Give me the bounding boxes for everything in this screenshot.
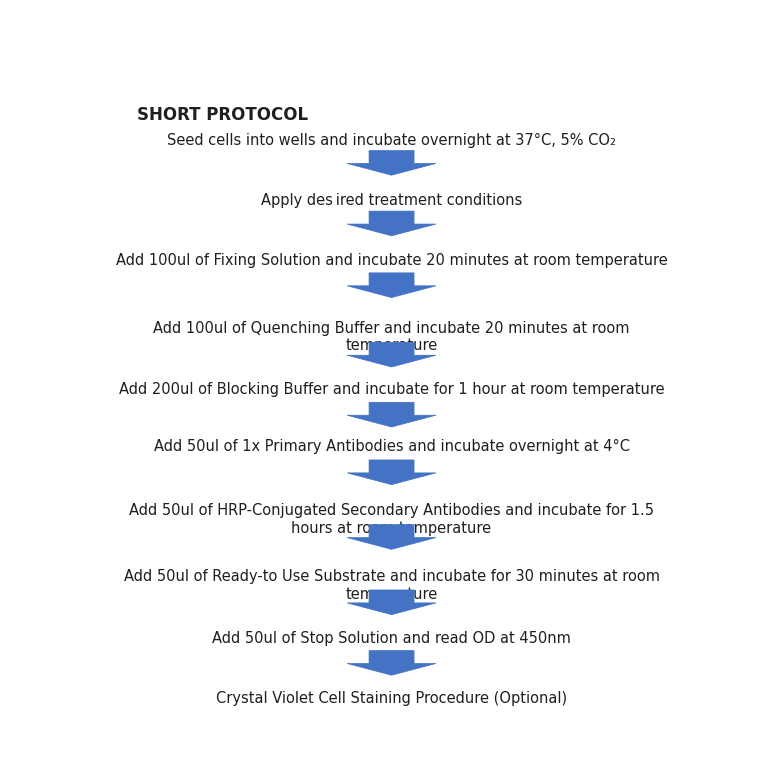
- Polygon shape: [347, 403, 436, 427]
- Text: Add 100ul of Fixing Solution and incubate 20 minutes at room temperature: Add 100ul of Fixing Solution and incubat…: [115, 253, 668, 268]
- Polygon shape: [347, 651, 436, 675]
- Polygon shape: [347, 342, 436, 367]
- Text: Add 50ul of Ready-to Use Substrate and incubate for 30 minutes at room
temperatu: Add 50ul of Ready-to Use Substrate and i…: [124, 569, 659, 602]
- Text: Apply des ired treatment conditions: Apply des ired treatment conditions: [261, 193, 522, 208]
- Text: Seed cells into wells and incubate overnight at 37°C, 5% CO₂: Seed cells into wells and incubate overn…: [167, 133, 616, 148]
- Polygon shape: [347, 151, 436, 175]
- Text: Add 100ul of Quenching Buffer and incubate 20 minutes at room
temperature: Add 100ul of Quenching Buffer and incuba…: [154, 321, 630, 353]
- Polygon shape: [347, 273, 436, 297]
- Text: Add 50ul of Stop Solution and read OD at 450nm: Add 50ul of Stop Solution and read OD at…: [212, 630, 571, 646]
- Text: Add 200ul of Blocking Buffer and incubate for 1 hour at room temperature: Add 200ul of Blocking Buffer and incubat…: [118, 382, 665, 397]
- Text: Crystal Violet Cell Staining Procedure (Optional): Crystal Violet Cell Staining Procedure (…: [216, 691, 567, 705]
- Polygon shape: [347, 590, 436, 615]
- Polygon shape: [347, 211, 436, 236]
- Polygon shape: [347, 460, 436, 484]
- Text: SHORT PROTOCOL: SHORT PROTOCOL: [137, 106, 308, 125]
- Polygon shape: [347, 525, 436, 549]
- Text: Add 50ul of 1x Primary Antibodies and incubate overnight at 4°C: Add 50ul of 1x Primary Antibodies and in…: [154, 439, 630, 454]
- Text: Add 50ul of HRP-Conjugated Secondary Antibodies and incubate for 1.5
hours at ro: Add 50ul of HRP-Conjugated Secondary Ant…: [129, 503, 654, 536]
